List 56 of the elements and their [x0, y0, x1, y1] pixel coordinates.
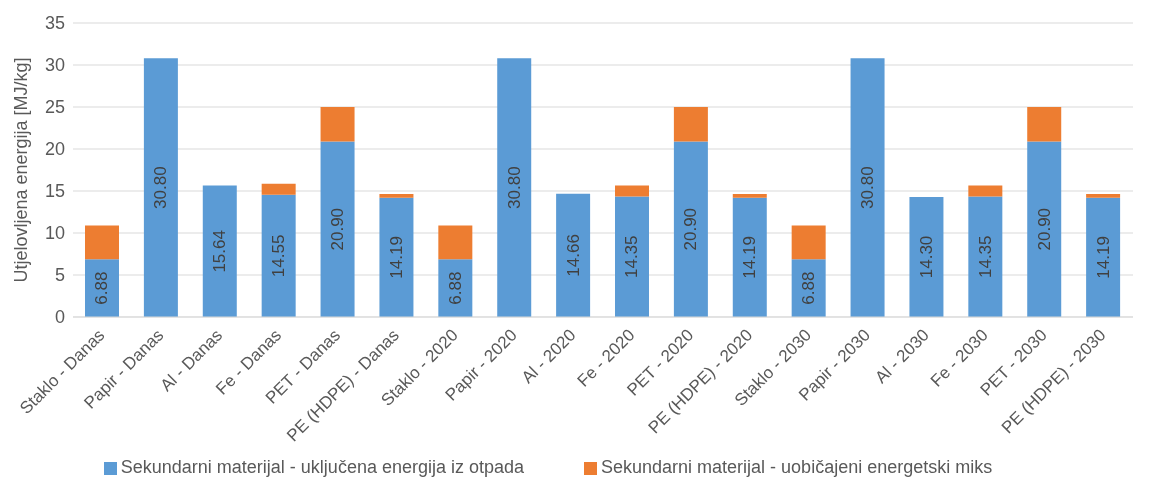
data-label: 20.90 — [1034, 207, 1054, 251]
bar — [673, 141, 708, 317]
y-tick-label: 30 — [44, 55, 65, 76]
bar — [1027, 107, 1062, 142]
bar — [202, 185, 237, 317]
bar — [261, 183, 296, 195]
y-axis-title: Utjelovljena energija [MJ/kg] — [11, 57, 32, 283]
y-tick-label: 35 — [44, 13, 65, 34]
y-tick-label: 10 — [44, 223, 65, 244]
bar — [968, 196, 1003, 317]
data-label: 14.66 — [563, 234, 583, 277]
data-label: 30.80 — [858, 166, 878, 209]
data-label: 14.35 — [975, 235, 995, 278]
y-tick-label: 20 — [44, 139, 65, 160]
bar — [1086, 194, 1121, 198]
bar — [615, 185, 649, 197]
bar — [261, 194, 296, 317]
bar — [732, 197, 767, 317]
data-label: 6.88 — [92, 271, 112, 305]
bar — [968, 185, 1003, 197]
bar — [673, 107, 708, 142]
bar — [556, 193, 591, 317]
legend-label: Sekundarni materijal - uobičajeni energetski miks — [601, 457, 993, 477]
data-label: 14.30 — [916, 235, 936, 279]
y-tick-label: 25 — [44, 97, 65, 118]
data-label: 6.88 — [799, 271, 819, 305]
y-tick-label: 5 — [54, 265, 65, 286]
y-tick-label: 15 — [44, 181, 65, 202]
bar — [850, 58, 885, 317]
data-label: 14.35 — [622, 235, 642, 278]
bar — [1027, 141, 1062, 317]
bar — [438, 225, 473, 260]
data-label: 20.90 — [328, 207, 348, 251]
bar — [497, 58, 532, 317]
bar — [615, 196, 649, 317]
bar — [1086, 197, 1121, 317]
data-label: 30.80 — [504, 166, 524, 209]
bar — [379, 197, 414, 317]
bar — [909, 196, 944, 317]
bar — [143, 58, 178, 317]
data-label: 30.80 — [151, 166, 171, 209]
legend-label: Sekundarni materijal - uključena energija iz otpada — [120, 457, 525, 477]
bar — [320, 141, 355, 317]
data-label: 6.88 — [445, 271, 465, 305]
bar — [320, 107, 355, 142]
data-label: 20.90 — [681, 207, 701, 251]
bar — [85, 225, 119, 260]
bar — [379, 194, 414, 198]
bar — [791, 225, 826, 260]
y-tick-label: 0 — [54, 307, 65, 328]
bar — [732, 194, 767, 198]
data-label: 14.19 — [1093, 236, 1113, 279]
data-label: 14.19 — [740, 236, 760, 279]
data-label: 14.55 — [269, 234, 289, 278]
data-label: 15.64 — [210, 230, 230, 273]
data-label: 14.19 — [386, 236, 406, 279]
